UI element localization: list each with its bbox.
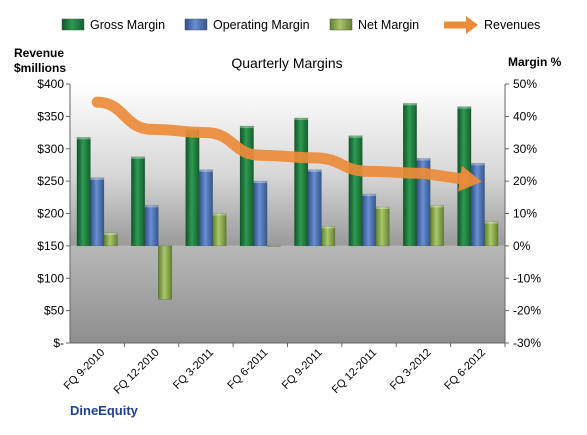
left-tick-label: $- [53,336,64,350]
net-margin-bar [212,213,227,247]
net-margin-legend-label: Net Margin [358,18,419,32]
chart-title: Quarterly Margins [231,55,342,71]
revenues-legend-arrow [466,16,478,34]
operating-margin-bar-highlight [90,177,104,180]
gross-margin-bar [131,156,146,247]
revenues-line [91,96,470,185]
left-tick-label: $150 [37,239,64,253]
net-margin-bar [158,245,173,300]
revenues-arrowhead [458,165,482,192]
operating-margin-bar-highlight [471,163,485,166]
gross-margin-bar-highlight [348,135,363,138]
left-axis-label-line1: Revenue [14,46,64,60]
gross-margin-legend-label: Gross Margin [90,18,165,32]
right-tick-label: 30% [513,142,537,156]
left-tick-label: $300 [37,142,64,156]
net-margin-bar [484,221,499,247]
gross-margin-bar-highlight [294,117,308,120]
left-tick-label: $100 [37,271,64,285]
operating-margin-bar-highlight [416,158,431,161]
titles-layer: Quarterly Margins Revenue$millions Margin … [14,46,562,418]
net-margin-bar [103,232,118,247]
company-name: DineEquity [70,403,139,418]
net-margin-bar-highlight [212,213,227,216]
left-axis-label-line2: $millions [14,61,66,75]
operating-margin-bar-highlight [307,169,322,172]
bars-layer [76,103,499,300]
left-tick-label: $200 [37,207,64,221]
right-axis-label: Margin % [508,55,562,69]
left-tick-label: $400 [37,77,64,91]
revenue-line-layer [91,96,482,192]
right-tick-label: 0% [513,239,531,253]
net-margin-bar-highlight [484,221,499,224]
gross-margin-bar-highlight [403,103,417,106]
net-margin-bar [321,226,336,247]
gross-margin-bar-highlight [76,137,91,140]
gross-margin-bar-highlight [240,126,254,129]
gross-margin-bar-highlight [131,156,145,159]
revenues-legend-label: Revenues [484,18,540,32]
operating-margin-bar [198,169,213,247]
left-tick-label: $350 [37,109,64,123]
right-tick-label: -30% [513,336,541,350]
operating-margin-legend-label: Operating Margin [213,18,310,32]
gross-margin-bar [76,137,91,247]
right-tick-label: 50% [513,77,537,91]
operating-margin-bar [362,193,377,247]
net-margin-bar-highlight [430,205,444,208]
gross-margin-bar [294,117,309,247]
gross-margin-bar-highlight [457,106,472,109]
operating-margin-bar [416,158,431,247]
operating-margin-bar [253,180,268,247]
right-tick-label: -20% [513,304,541,318]
operating-margin-bar-highlight [199,169,213,172]
net-margin-bar-highlight [321,226,335,229]
operating-margin-bar-highlight [144,205,159,208]
right-tick-label: 10% [513,207,537,221]
net-margin-legend-swatch [329,18,353,31]
net-margin-bar [266,245,281,247]
net-margin-bar [375,206,390,247]
gross-margin-bar [348,135,363,247]
left-tick-label: $250 [37,174,64,188]
operating-margin-bar [90,177,105,247]
right-tick-label: -10% [513,271,541,285]
operating-margin-bar-highlight [362,194,376,197]
plot-area-lower [70,245,505,343]
net-margin-bar [429,205,444,247]
net-margin-bar-highlight [103,232,118,235]
legend: Gross Margin Operating Margin Net Margin Re… [61,16,540,34]
operating-margin-bar-highlight [253,181,268,184]
right-tick-label: 40% [513,109,537,123]
net-margin-bar-highlight [375,207,390,210]
right-tick-label: 20% [513,174,537,188]
operating-margin-bar [307,169,322,247]
gross-margin-legend-swatch [61,18,85,31]
gross-margin-bar [185,129,200,247]
left-tick-label: $50 [44,304,64,318]
operating-margin-legend-swatch [184,18,208,31]
operating-margin-bar [144,205,159,247]
